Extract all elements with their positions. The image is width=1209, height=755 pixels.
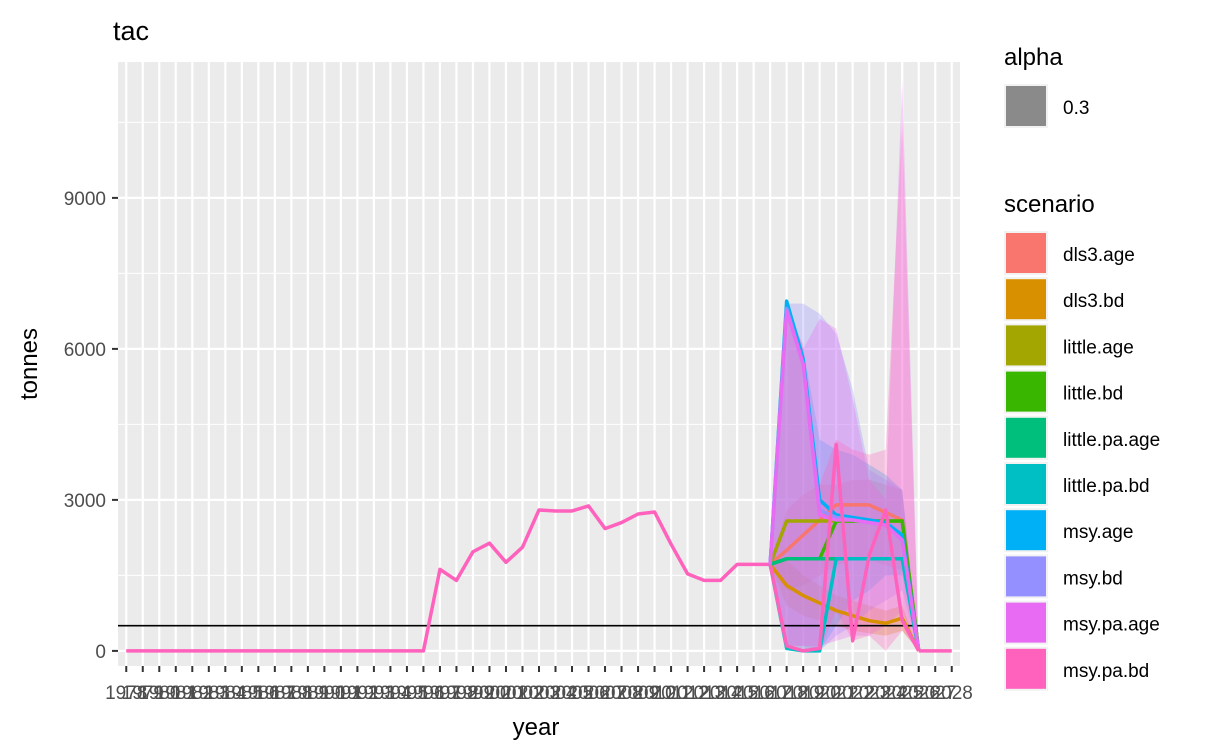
legend-alpha-swatch bbox=[1006, 86, 1046, 126]
x-tick-label: 2015 bbox=[716, 683, 758, 704]
legend-swatch-msy.bd bbox=[1006, 556, 1046, 597]
y-tick-label: 6000 bbox=[64, 340, 106, 361]
x-tick-label: 1993 bbox=[353, 683, 395, 704]
x-tick-label: 1988 bbox=[270, 683, 312, 704]
axes: 0300060009000197819791980198119821983198… bbox=[64, 189, 973, 704]
x-tick-label: 2012 bbox=[666, 683, 708, 704]
legend-swatch-little.pa.age bbox=[1006, 417, 1046, 458]
x-tick-label: 2009 bbox=[617, 683, 659, 704]
legend-label-msy.bd: msy.bd bbox=[1063, 568, 1123, 589]
x-tick-label: 1990 bbox=[303, 683, 345, 704]
x-tick-label: 2019 bbox=[782, 683, 824, 704]
series-lines bbox=[126, 299, 952, 653]
legend-swatch-msy.pa.bd bbox=[1006, 648, 1046, 689]
x-tick-label: 2021 bbox=[815, 683, 857, 704]
x-tick-label: 1992 bbox=[336, 683, 378, 704]
legend-label-msy.pa.bd: msy.pa.bd bbox=[1063, 661, 1149, 682]
x-tick-label: 2003 bbox=[518, 683, 560, 704]
x-tick-label: 1986 bbox=[237, 683, 279, 704]
x-tick-label: 2000 bbox=[468, 683, 510, 704]
x-tick-label: 2025 bbox=[881, 683, 923, 704]
x-tick-label: 2010 bbox=[633, 683, 675, 704]
chart-title: tac bbox=[113, 16, 149, 46]
legend-swatch-dls3.bd bbox=[1006, 279, 1046, 320]
x-tick-label: 1979 bbox=[122, 683, 164, 704]
x-tick-label: 2016 bbox=[732, 683, 774, 704]
x-tick-label: 2024 bbox=[865, 683, 908, 704]
x-tick-label: 1987 bbox=[254, 683, 296, 704]
legend-label-dls3.age: dls3.age bbox=[1063, 245, 1135, 266]
x-tick-label: 1997 bbox=[419, 683, 461, 704]
x-tick-label: 2027 bbox=[914, 683, 956, 704]
x-tick-label: 2018 bbox=[766, 683, 808, 704]
grid-lines bbox=[118, 62, 960, 666]
line-msy.age bbox=[768, 299, 921, 652]
x-tick-label: 2020 bbox=[799, 683, 841, 704]
x-tick-label: 1985 bbox=[221, 683, 263, 704]
x-tick-label: 2028 bbox=[931, 683, 973, 704]
x-tick-label: 2017 bbox=[749, 683, 791, 704]
ribbon-dls3.bd bbox=[770, 560, 919, 651]
legend-label-little.pa.bd: little.pa.bd bbox=[1063, 476, 1150, 497]
y-tick-label: 3000 bbox=[64, 491, 106, 512]
x-tick-label: 2011 bbox=[651, 683, 692, 704]
y-axis-label: tonnes bbox=[16, 328, 43, 400]
x-tick-label: 2007 bbox=[584, 683, 626, 704]
legend-swatch-little.bd bbox=[1006, 371, 1046, 412]
x-tick-label: 1983 bbox=[188, 683, 230, 704]
legend-swatch-little.age bbox=[1006, 325, 1046, 366]
line-msy.pa.age bbox=[768, 309, 921, 652]
legend-swatch-dls3.age bbox=[1006, 233, 1046, 273]
x-tick-label: 2023 bbox=[848, 683, 890, 704]
x-tick-label: 2013 bbox=[683, 683, 725, 704]
x-tick-label: 2006 bbox=[567, 683, 609, 704]
legend-alpha: alpha 0.3 bbox=[1004, 44, 1089, 128]
legend-label-msy.age: msy.age bbox=[1063, 522, 1133, 543]
x-tick-label: 1981 bbox=[155, 683, 197, 704]
x-tick-label: 1989 bbox=[287, 683, 329, 704]
legend-swatch-msy.age bbox=[1006, 510, 1046, 551]
legend-scenario-title: scenario bbox=[1004, 191, 1095, 218]
line-msy.pa.bd bbox=[768, 442, 921, 653]
legend-label-dls3.bd: dls3.bd bbox=[1063, 291, 1124, 312]
x-tick-label: 2002 bbox=[501, 683, 543, 704]
y-tick-label: 9000 bbox=[64, 189, 106, 210]
x-tick-label: 1984 bbox=[204, 683, 247, 704]
legend-alpha-label: 0.3 bbox=[1063, 98, 1089, 119]
x-tick-label: 1982 bbox=[171, 683, 213, 704]
legend-label-msy.pa.age: msy.pa.age bbox=[1063, 615, 1160, 636]
x-tick-label: 2026 bbox=[898, 683, 940, 704]
legend-swatch-little.pa.bd bbox=[1006, 464, 1046, 504]
x-tick-label: 1991 bbox=[320, 683, 362, 704]
legend-label-little.bd: little.bd bbox=[1063, 384, 1123, 405]
x-tick-label: 1980 bbox=[138, 683, 180, 704]
x-tick-label: 1978 bbox=[105, 683, 147, 704]
x-tick-label: 2022 bbox=[832, 683, 874, 704]
x-axis-label: year bbox=[513, 714, 560, 741]
x-tick-label: 1994 bbox=[369, 683, 412, 704]
x-tick-label: 2008 bbox=[600, 683, 642, 704]
legend-swatch-msy.pa.age bbox=[1006, 602, 1046, 643]
x-tick-label: 1996 bbox=[402, 683, 444, 704]
legend-label-little.pa.age: little.pa.age bbox=[1063, 430, 1160, 451]
y-tick-label: 0 bbox=[95, 642, 106, 663]
x-tick-label: 2004 bbox=[534, 683, 577, 704]
x-tick-label: 2001 bbox=[485, 683, 527, 704]
line-dls3.age bbox=[769, 503, 921, 652]
x-tick-label: 1998 bbox=[435, 683, 477, 704]
x-tick-label: 1999 bbox=[452, 683, 494, 704]
line-dls3.bd bbox=[768, 563, 921, 652]
historical-line bbox=[126, 504, 771, 653]
x-tick-label: 2005 bbox=[551, 683, 593, 704]
x-tick-label: 1995 bbox=[386, 683, 428, 704]
legend-scenario: scenario dls3.age dls3.bd little.age little… bbox=[1004, 191, 1160, 691]
legend-label-little.age: little.age bbox=[1063, 337, 1134, 358]
legend-alpha-title: alpha bbox=[1004, 44, 1063, 71]
x-tick-label: 2014 bbox=[699, 683, 742, 704]
